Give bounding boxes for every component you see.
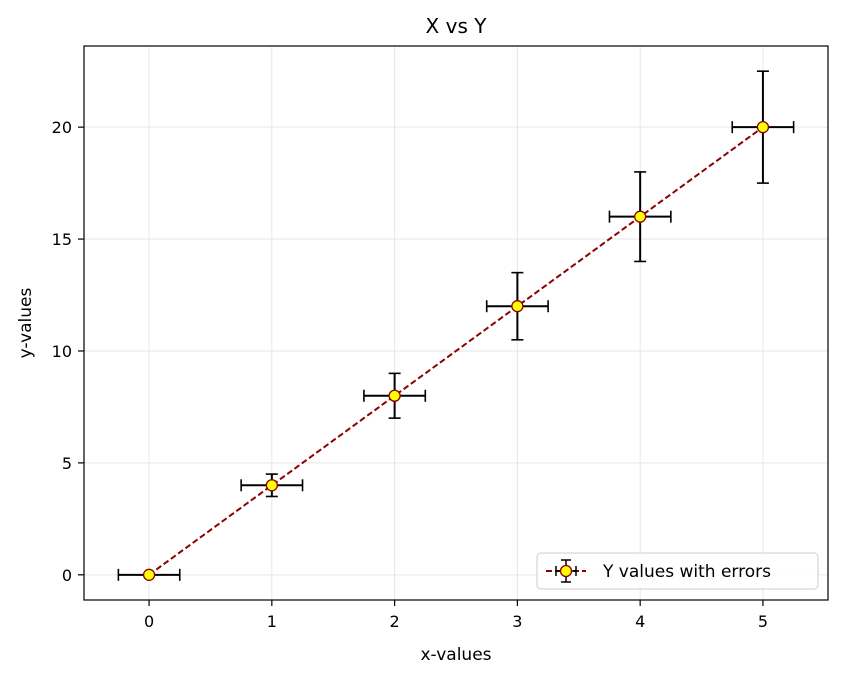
x-tick-label: 2 xyxy=(390,612,400,631)
x-tick-label: 4 xyxy=(635,612,645,631)
errorbar-point-group xyxy=(731,70,795,184)
data-point-marker xyxy=(756,120,770,134)
errorbar-point-group xyxy=(117,568,181,581)
x-tick-label: 0 xyxy=(144,612,154,631)
legend-box xyxy=(536,552,819,590)
x-tick-label: 5 xyxy=(758,612,768,631)
data-layer xyxy=(117,70,795,581)
data-point-marker xyxy=(142,568,156,581)
errorbar-point-group xyxy=(608,171,672,263)
data-point-marker xyxy=(511,300,524,313)
data-point-marker xyxy=(388,389,401,402)
y-tick-label: 0 xyxy=(62,566,72,585)
errorbar-point-group xyxy=(363,372,427,419)
chart-title: X vs Y xyxy=(426,14,488,38)
y-tick-label: 15 xyxy=(52,230,72,249)
errorbar-point-group xyxy=(240,473,304,498)
axes: 0 1 2 3 4 5 0 5 10 15 20 xyxy=(52,118,768,631)
y-tick-label: 20 xyxy=(52,118,72,137)
x-tick-label: 1 xyxy=(267,612,277,631)
x-tick-label: 3 xyxy=(512,612,522,631)
plot-frame xyxy=(83,45,829,601)
legend-label: Y values with errors xyxy=(602,562,771,582)
errorbar-point-group xyxy=(485,271,549,341)
legend: Y values with errors xyxy=(536,552,819,590)
y-axis-label: y-values xyxy=(16,287,36,358)
series-line xyxy=(148,126,764,576)
data-point-marker xyxy=(634,210,647,223)
x-axis-label: x-values xyxy=(420,645,491,665)
y-tick-label: 5 xyxy=(62,454,72,473)
y-tick-label: 10 xyxy=(52,342,72,361)
grid xyxy=(84,46,828,600)
legend-marker-swatch xyxy=(559,564,573,578)
data-point-marker xyxy=(265,479,278,492)
